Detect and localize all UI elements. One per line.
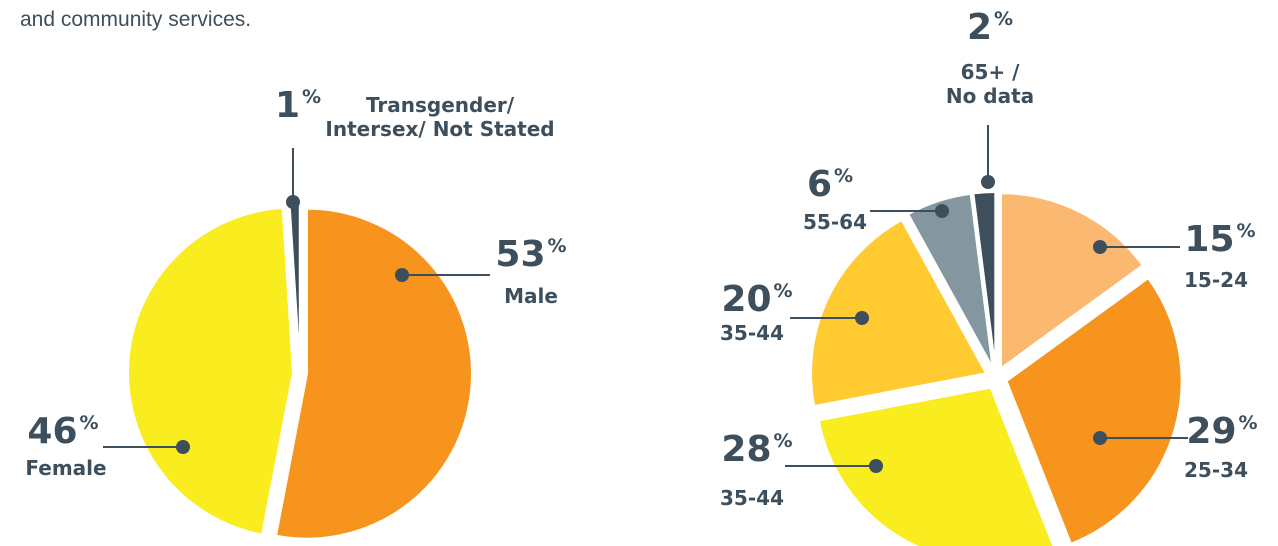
- value: 53: [495, 234, 546, 275]
- value: 28: [721, 429, 772, 470]
- unit: %: [773, 430, 793, 452]
- value: 2: [966, 7, 993, 48]
- pie-slice: [972, 191, 997, 368]
- unit: %: [302, 86, 322, 108]
- category-label: 55-64: [803, 210, 867, 234]
- value-label: 1%: [275, 88, 321, 124]
- value-label: 6%: [807, 167, 853, 203]
- value-label: 15%: [1184, 222, 1255, 258]
- unit: %: [79, 412, 99, 434]
- unit: %: [1238, 412, 1258, 434]
- value: 46: [27, 411, 78, 452]
- value-label: 28%: [721, 432, 792, 468]
- value: 6: [806, 164, 833, 205]
- category-label: Female: [25, 456, 107, 480]
- pie-slice: [999, 192, 1144, 371]
- unit: %: [1236, 220, 1256, 242]
- leader-dot: [855, 311, 869, 325]
- value-label: 29%: [1186, 414, 1257, 450]
- pie-slice: [127, 206, 295, 536]
- pie-slice: [274, 207, 473, 540]
- category-label: 35-44: [720, 486, 784, 510]
- value-label: 20%: [721, 282, 792, 318]
- value: 15: [1184, 219, 1235, 260]
- pie-slice: [810, 218, 988, 408]
- value-label: 53%: [495, 237, 566, 273]
- leader-dot: [395, 268, 409, 282]
- leader-dot: [176, 440, 190, 454]
- value-label: 2%: [967, 10, 1013, 46]
- value-label: 46%: [27, 414, 98, 450]
- leader-dot: [1093, 240, 1107, 254]
- unit: %: [994, 8, 1014, 30]
- leader-dot: [1093, 431, 1107, 445]
- category-label: 15-24: [1184, 268, 1248, 292]
- pie-slice: [906, 192, 994, 369]
- leader-dot: [286, 195, 300, 209]
- leader-dot: [981, 175, 995, 189]
- value: 1: [274, 85, 301, 126]
- unit: %: [773, 280, 793, 302]
- unit: %: [547, 235, 567, 257]
- category-label: 65+ / No data: [945, 60, 1035, 108]
- category-label: Male: [504, 284, 558, 308]
- value: 29: [1186, 411, 1237, 452]
- pie-slice: [1005, 276, 1183, 546]
- leader-dot: [869, 459, 883, 473]
- value: 20: [721, 279, 772, 320]
- leader-dot: [935, 204, 949, 218]
- pie-slice: [817, 386, 1055, 546]
- category-label: 25-34: [1184, 458, 1248, 482]
- intro-text: and community services.: [20, 8, 252, 31]
- unit: %: [834, 165, 854, 187]
- category-label: 35-44: [720, 321, 784, 345]
- category-label: Transgender/ Intersex/ Not Stated: [325, 93, 555, 141]
